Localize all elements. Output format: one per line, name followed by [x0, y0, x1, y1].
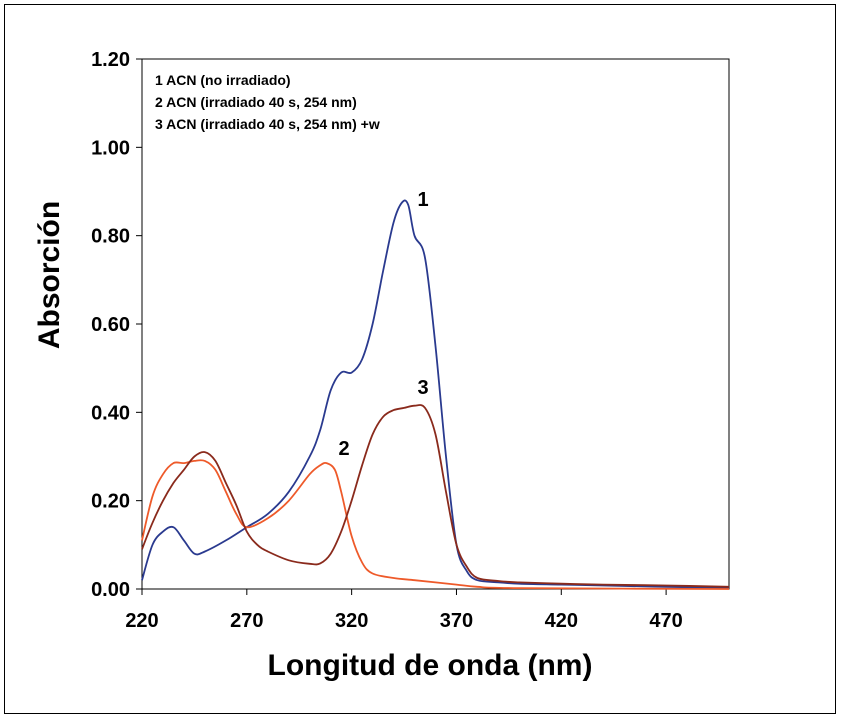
x-tick-label: 220 [125, 610, 158, 632]
plot-area [141, 58, 730, 590]
curve-label-2: 2 [338, 438, 349, 460]
absorption-chart: 0.00 0.20 0.40 0.60 0.80 1.00 1.20 220 270 320 37… [33, 49, 730, 682]
plot-border [141, 58, 730, 590]
y-tick-label: 0.40 [91, 402, 130, 424]
series-layer [141, 199, 730, 590]
y-tick-label: 0.20 [91, 491, 130, 513]
y-tick-label: 0.80 [91, 226, 130, 248]
legend: 1 ACN (no irradiado) 2 ACN (irradiado 40 … [155, 72, 380, 132]
x-tick-label: 320 [335, 610, 368, 632]
legend-entry-3: 3 ACN (irradiado 40 s, 254 nm) +w [155, 116, 380, 132]
x-tick-label: 470 [649, 610, 682, 632]
series-line-1 [141, 199, 730, 589]
x-axis-ticks: 220 270 320 370 420 470 [125, 589, 683, 632]
curve-label-1: 1 [417, 189, 428, 211]
legend-entry-2: 2 ACN (irradiado 40 s, 254 nm) [155, 94, 357, 110]
curve-labels: 1 2 3 [338, 189, 428, 460]
y-tick-label: 1.20 [91, 49, 130, 71]
y-tick-label: 1.00 [91, 137, 130, 159]
y-axis-ticks: 0.00 0.20 0.40 0.60 0.80 1.00 1.20 [91, 49, 142, 601]
curve-label-3: 3 [417, 377, 428, 399]
x-tick-label: 420 [545, 610, 578, 632]
x-axis-title: Longitud de onda (nm) [268, 649, 593, 682]
y-axis-title: Absorción [33, 201, 66, 349]
x-tick-label: 270 [230, 610, 263, 632]
y-tick-label: 0.60 [91, 314, 130, 336]
y-tick-label: 0.00 [91, 579, 130, 601]
legend-entry-1: 1 ACN (no irradiado) [155, 72, 291, 88]
x-tick-label: 370 [440, 610, 473, 632]
chart-frame: 0.00 0.20 0.40 0.60 0.80 1.00 1.20 220 270 320 37… [4, 4, 836, 714]
series-line-3 [141, 404, 730, 588]
